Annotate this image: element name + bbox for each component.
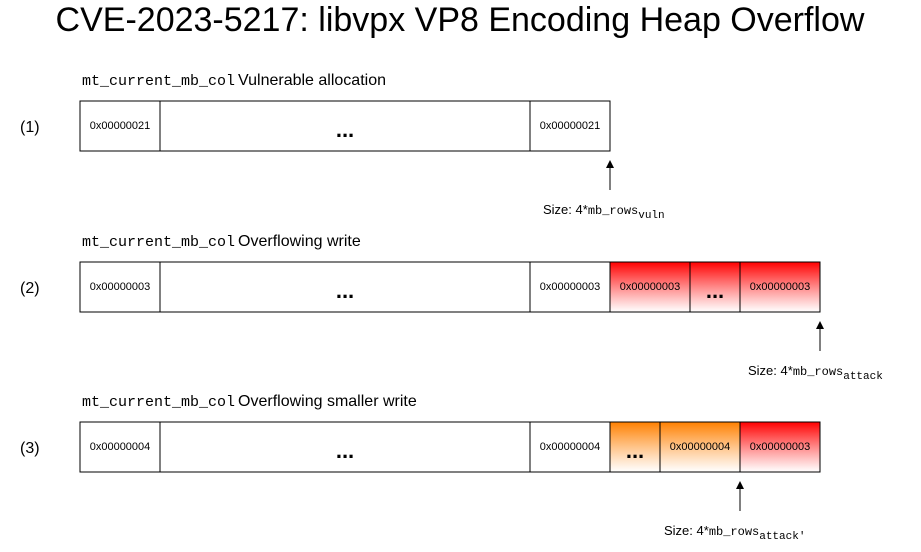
size-prefix: Size: 4* <box>543 202 588 217</box>
cell <box>159 100 531 152</box>
cell <box>529 261 611 313</box>
cell <box>529 421 611 473</box>
size-code: mb_rows <box>588 204 638 218</box>
cell <box>529 100 611 152</box>
cell-value: 0x00000003 <box>750 281 811 293</box>
cell-value: 0x00000003 <box>540 281 601 293</box>
row-label: (3) <box>20 440 40 457</box>
cell <box>79 421 161 473</box>
arrow-head <box>816 321 824 329</box>
cell <box>739 421 821 473</box>
caption-text: Overflowing write <box>238 233 361 250</box>
cell-value: 0x00000021 <box>540 120 601 132</box>
cell <box>159 421 531 473</box>
arrow-head <box>736 481 744 489</box>
row-label: (2) <box>20 280 40 297</box>
size-sub: vuln <box>638 210 664 222</box>
ellipsis: ... <box>336 278 354 303</box>
caption-code: mt_current_mb_col <box>82 234 235 251</box>
ellipsis: ... <box>626 438 644 463</box>
caption: mt_current_mb_col Overflowing smaller wri… <box>82 393 417 411</box>
caption: mt_current_mb_col Overflowing write <box>82 233 361 251</box>
ellipsis: ... <box>336 438 354 463</box>
caption-code: mt_current_mb_col <box>82 394 235 411</box>
caption-text: Overflowing smaller write <box>238 393 417 410</box>
size-label: Size: 4*mb_rowsvuln <box>543 202 665 221</box>
cell <box>739 261 821 313</box>
cell-value: 0x00000004 <box>90 441 151 453</box>
cell-value: 0x00000021 <box>90 120 151 132</box>
size-code: mb_rows <box>793 365 843 379</box>
ellipsis: ... <box>706 278 724 303</box>
cell-value: 0x00000003 <box>620 281 681 293</box>
caption: mt_current_mb_col Vulnerable allocation <box>82 72 386 90</box>
size-label: Size: 4*mb_rowsattack' <box>664 523 805 542</box>
cell <box>659 421 741 473</box>
size-prefix: Size: 4* <box>664 523 709 538</box>
ellipsis: ... <box>336 117 354 142</box>
title: CVE-2023-5217: libvpx VP8 Encoding Heap … <box>56 1 865 39</box>
cell-value: 0x00000004 <box>670 441 731 453</box>
size-prefix: Size: 4* <box>748 363 793 378</box>
cell <box>79 100 161 152</box>
size-label: Size: 4*mb_rowsattack <box>748 363 883 382</box>
caption-text: Vulnerable allocation <box>238 72 386 89</box>
caption-code: mt_current_mb_col <box>82 73 235 90</box>
cell-value: 0x00000003 <box>90 281 151 293</box>
arrow-head <box>606 160 614 168</box>
size-sub: attack <box>843 371 883 383</box>
cell-value: 0x00000004 <box>540 441 601 453</box>
size-sub: attack' <box>759 531 805 543</box>
cell-value: 0x00000003 <box>750 441 811 453</box>
size-code: mb_rows <box>709 525 759 539</box>
row-label: (1) <box>20 119 40 136</box>
